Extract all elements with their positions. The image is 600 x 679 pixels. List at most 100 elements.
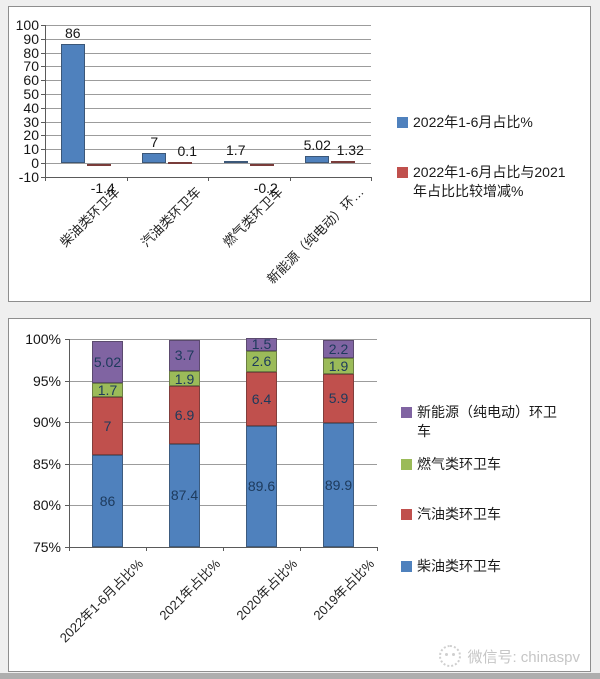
bar-segment: 7 <box>92 397 123 456</box>
data-label: 5.9 <box>328 390 349 407</box>
bar-segment: 6.4 <box>246 372 277 426</box>
y-tick-label: 75% <box>32 539 61 555</box>
y-tick-label: 60 <box>23 72 39 89</box>
bar-segment: 1.7 <box>92 382 123 399</box>
gridline <box>69 505 377 507</box>
data-label: 1.7 <box>97 382 118 399</box>
legend-swatch <box>401 561 412 572</box>
data-label: -0.2 <box>253 180 278 196</box>
legend-label: 柴油类环卫车 <box>417 558 501 574</box>
data-label: -1.4 <box>90 180 115 196</box>
y-tick-label: 70 <box>23 58 39 75</box>
data-label: 89.9 <box>324 477 353 493</box>
y-tick-label: 30 <box>23 113 39 130</box>
data-label: 86 <box>99 493 116 510</box>
bar <box>142 153 167 163</box>
bar-segment: 3.7 <box>169 339 200 371</box>
gridline <box>45 52 371 54</box>
legend-label: 燃气类环卫车 <box>417 456 501 472</box>
bar <box>223 160 248 163</box>
axis-tick <box>371 177 372 181</box>
data-label: 2.6 <box>251 353 272 370</box>
page-bottom-edge <box>0 673 600 679</box>
axis-tick <box>300 547 301 551</box>
gridline <box>45 135 371 137</box>
gridline <box>69 463 377 465</box>
y-tick-label: 0 <box>31 155 39 171</box>
data-label: 7 <box>150 134 159 151</box>
legend-item: 2022年1-6月占比% <box>397 113 577 132</box>
legend-label: 新能源（纯电动）环卫车 <box>417 404 557 439</box>
y-tick-label: 100% <box>25 331 61 347</box>
axis-tick <box>41 52 45 54</box>
y-tick-label: 20 <box>23 127 39 144</box>
bar-segment: 6.9 <box>169 386 200 444</box>
y-tick-label: 80% <box>32 497 61 514</box>
wechat-label: 微信号: chinaspv <box>467 648 580 666</box>
bar-segment: 5.02 <box>92 341 123 384</box>
gridline <box>45 66 371 68</box>
data-label: 1.7 <box>226 141 246 158</box>
bar-segment: 1.5 <box>246 336 277 353</box>
axis-tick <box>41 135 45 137</box>
legend-swatch <box>401 509 412 520</box>
axis-tick <box>41 121 45 123</box>
data-label: 87.4 <box>170 487 199 504</box>
gridline <box>45 163 371 164</box>
bar-segment: 1.9 <box>169 370 200 387</box>
bar-segment: 87.4 <box>169 443 200 547</box>
gridline <box>45 38 371 40</box>
bar-segment: 2.6 <box>246 350 277 373</box>
axis-tick <box>41 80 45 82</box>
gridline <box>45 149 371 151</box>
legend-item: 燃气类环卫车 <box>401 455 567 474</box>
y-axis-line <box>45 25 46 178</box>
wechat-watermark: 微信号: chinaspv <box>439 645 580 667</box>
bar <box>86 164 111 166</box>
y-axis-line <box>69 339 70 548</box>
axis-tick <box>223 547 224 551</box>
axis-tick <box>289 177 291 181</box>
y-tick-label: 10 <box>23 141 39 158</box>
axis-tick <box>41 149 45 151</box>
data-label: 5.02 <box>93 354 122 371</box>
axis-tick <box>65 422 69 424</box>
data-label: 1.9 <box>174 370 195 387</box>
legend-swatch <box>401 407 412 418</box>
gridline <box>69 380 377 382</box>
data-label: 1.9 <box>328 358 349 375</box>
legend-swatch <box>401 459 412 470</box>
top-chart-legend: 2022年1-6月占比% 2022年1-6月占比与2021年占比比较增减% <box>9 7 590 301</box>
data-label: 2.2 <box>328 340 349 357</box>
bar-segment: 89.6 <box>246 425 277 547</box>
legend-label: 汽油类环卫车 <box>417 506 501 522</box>
y-tick-label: 40 <box>23 99 39 116</box>
bar-segment: 5.9 <box>323 373 354 424</box>
bottom-chart-legend: 新能源（纯电动）环卫车燃气类环卫车 汽油类环卫车 柴油类环卫车 <box>9 319 590 671</box>
axis-tick <box>65 339 69 340</box>
top-chart-plot-area: 100 90 80 70 60 50 40 30 20 10 0 -10 86 -1.4 柴油类环卫车 7 0.… <box>9 7 590 301</box>
y-tick-label: 95% <box>32 372 61 389</box>
data-label: 0.1 <box>177 142 197 159</box>
gridline <box>69 422 377 424</box>
y-tick-label: -10 <box>18 168 39 185</box>
axis-tick <box>41 66 45 68</box>
legend-item: 汽油类环卫车 <box>401 505 567 524</box>
legend-item: 柴油类环卫车 <box>401 557 567 576</box>
y-tick-label: 85% <box>32 455 61 472</box>
axis-tick <box>41 25 45 26</box>
data-label: 1.32 <box>336 142 364 159</box>
axis-tick <box>377 547 378 551</box>
legend-swatch <box>397 167 408 178</box>
legend-swatch <box>397 117 408 128</box>
data-label: 1.5 <box>251 336 272 353</box>
data-label: 6.4 <box>251 390 272 407</box>
data-label: 86 <box>64 25 81 42</box>
data-label: 3.7 <box>174 347 195 364</box>
data-label: 89.6 <box>247 478 276 495</box>
wechat-icon <box>439 645 462 667</box>
axis-tick <box>65 380 69 382</box>
gridline <box>45 80 371 82</box>
axis-tick <box>41 176 45 178</box>
